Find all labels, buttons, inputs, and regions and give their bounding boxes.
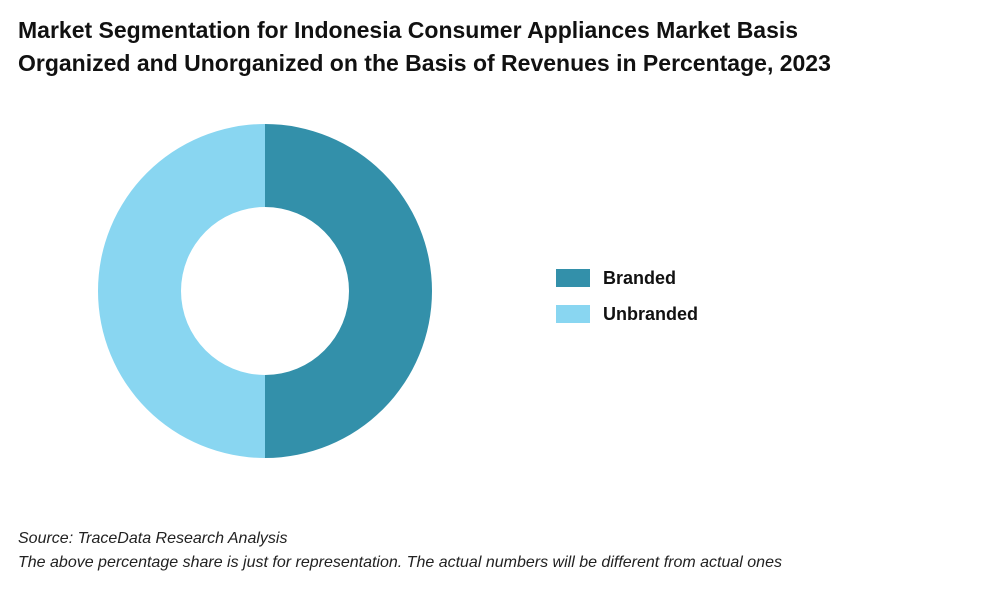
- legend-label-unbranded: Unbranded: [603, 303, 699, 324]
- legend-item-branded: Branded: [556, 260, 698, 296]
- disclaimer-note: The above percentage share is just for r…: [18, 554, 782, 571]
- legend-item-unbranded: Unbranded: [556, 296, 698, 332]
- chart-legend: Branded Unbranded: [556, 260, 698, 332]
- legend-swatch-branded: [556, 269, 590, 287]
- legend-swatch-unbranded: [556, 305, 590, 323]
- donut-slice-unbranded: [98, 124, 265, 458]
- chart-title-line-2: Organized and Unorganized on the Basis o…: [18, 50, 831, 76]
- chart-title: Market Segmentation for Indonesia Consum…: [18, 14, 978, 80]
- legend-label-branded: Branded: [603, 267, 677, 288]
- donut-slice-branded: [265, 124, 432, 458]
- source-note: Source: TraceData Research Analysis: [18, 530, 288, 547]
- chart-footer: Source: TraceData Research Analysis The …: [18, 527, 782, 575]
- chart-title-line-1: Market Segmentation for Indonesia Consum…: [18, 17, 799, 43]
